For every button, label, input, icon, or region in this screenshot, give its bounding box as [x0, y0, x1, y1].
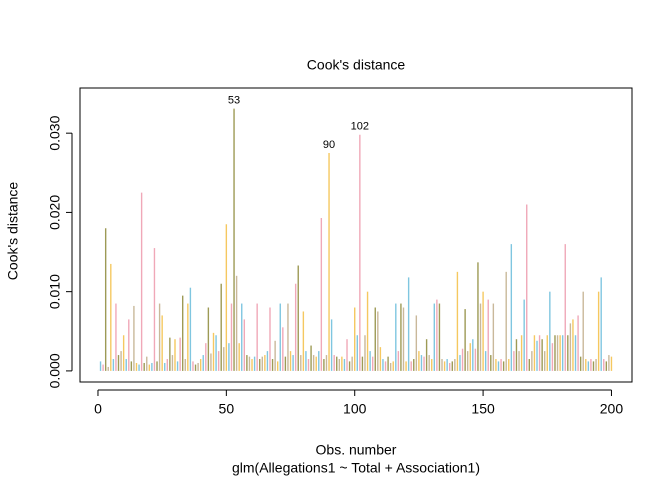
subtitle: glm(Allegations1 ~ Total + Association1) [232, 460, 480, 476]
point-label: 90 [323, 139, 335, 151]
point-label: 53 [228, 95, 240, 107]
y-tick-label: 0.030 [47, 115, 63, 150]
y-axis-label: Cook's distance [5, 182, 21, 281]
y-tick-label: 0.010 [47, 274, 63, 309]
x-tick-label: 150 [471, 401, 495, 417]
chart-title: Cook's distance [307, 57, 406, 73]
x-tick-label: 50 [219, 401, 235, 417]
x-axis-label: Obs. number [316, 442, 397, 458]
plot-frame [79, 87, 633, 383]
y-tick-label: 0.020 [47, 195, 63, 230]
y-tick-label: 0.000 [47, 353, 63, 388]
x-tick-label: 0 [94, 401, 102, 417]
point-label: 102 [351, 121, 369, 133]
x-tick-label: 100 [343, 401, 367, 417]
x-tick-label: 200 [600, 401, 624, 417]
